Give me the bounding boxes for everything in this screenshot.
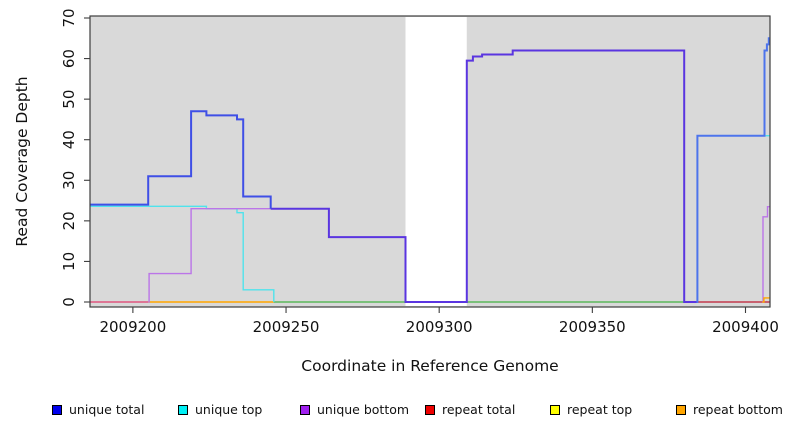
- y-tick-label: 60: [60, 49, 78, 68]
- series-line-unique-bottom-left: [148, 207, 271, 303]
- unique-top-swatch-icon: [178, 405, 188, 415]
- legend-label: repeat top: [567, 402, 633, 417]
- unique-total-swatch-icon: [52, 405, 62, 415]
- y-tick-label: 40: [60, 130, 78, 149]
- legend-item-unique-bottom: unique bottom: [300, 403, 409, 417]
- series-line-unique-total-mid: [270, 49, 697, 303]
- repeat-total-swatch-icon: [425, 405, 435, 415]
- plot-border: [89, 15, 771, 308]
- x-tick-label: 2009400: [712, 318, 779, 336]
- repeat-top-swatch-icon: [550, 405, 560, 415]
- y-tick-label: 70: [60, 8, 78, 27]
- legend-item-unique-total: unique total: [52, 403, 144, 417]
- y-tick-label: 10: [60, 252, 78, 271]
- legend-item-repeat-bottom: repeat bottom: [676, 403, 783, 417]
- legend-label: unique top: [195, 402, 263, 417]
- y-axis-label: Read Coverage Depth: [13, 76, 31, 246]
- legend-label: unique total: [69, 402, 145, 417]
- unique-bottom-swatch-icon: [300, 405, 310, 415]
- x-tick-label: 2009200: [99, 318, 166, 336]
- x-tick-label: 2009300: [406, 318, 473, 336]
- legend-item-repeat-top: repeat top: [550, 403, 632, 417]
- legend-item-unique-top: unique top: [178, 403, 262, 417]
- legend-label: repeat total: [442, 402, 516, 417]
- x-tick-label: 2009250: [253, 318, 320, 336]
- legend: unique total unique top unique bottom re…: [0, 403, 792, 425]
- repeat-bottom-swatch-icon: [676, 405, 686, 415]
- y-tick-label: 50: [60, 90, 78, 109]
- series-line-repeat-bottom-zero-right: [762, 297, 770, 303]
- plot-area: 2009200 2009250 2009300 2009350 2009400 0 10 20…: [13, 8, 779, 375]
- series-line-unique-top: [90, 205, 275, 302]
- no-data-gap-band: [405, 17, 467, 306]
- x-axis-label: Coordinate in Reference Genome: [301, 357, 558, 375]
- y-tick-label: 20: [60, 211, 78, 230]
- y-tick-label: 30: [60, 171, 78, 190]
- series-line-unique-total-right: [696, 37, 770, 303]
- series-line-unique-total-left: [90, 110, 272, 209]
- legend-label: unique bottom: [317, 402, 410, 417]
- y-tick-label: 0: [60, 297, 78, 307]
- legend-label: repeat bottom: [693, 402, 783, 417]
- x-tick-label: 2009350: [559, 318, 626, 336]
- legend-item-repeat-total: repeat total: [425, 403, 515, 417]
